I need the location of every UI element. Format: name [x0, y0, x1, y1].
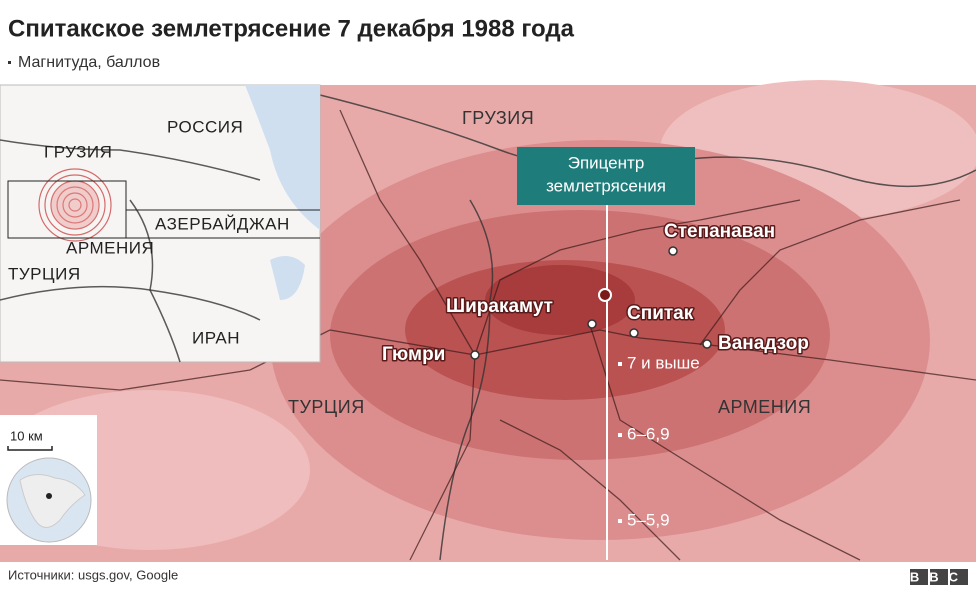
scale-label: 10 км — [10, 428, 43, 443]
inset-label: АЗЕРБАЙДЖАН — [155, 214, 290, 233]
city-dot — [587, 319, 597, 329]
inset-map: РОССИЯ ГРУЗИЯ АЗЕРБАЙДЖАН АРМЕНИЯ ТУРЦИЯ… — [0, 84, 321, 363]
legend-label: 5–5,9 — [627, 510, 670, 529]
city-label: Ванадзор — [718, 333, 809, 354]
city-label: Гюмри — [382, 344, 445, 365]
inset-label: РОССИЯ — [167, 117, 243, 136]
city-label: Спитак — [627, 303, 694, 324]
callout-text: землетрясения — [546, 176, 666, 195]
inset-label: ТУРЦИЯ — [8, 264, 81, 283]
callout-text: Эпицентр — [568, 153, 645, 172]
source: Источники: usgs.gov, Google — [8, 567, 178, 582]
inset-label: АРМЕНИЯ — [66, 238, 154, 257]
logo-text: BBC — [910, 569, 968, 584]
legend-marker — [618, 362, 622, 366]
city-label: Ширакамут — [446, 296, 553, 317]
city-dot — [470, 350, 480, 360]
legend-marker — [618, 519, 622, 523]
legend-label: 7 и выше — [627, 353, 700, 372]
inset-label: ИРАН — [192, 328, 240, 347]
legend-marker — [618, 433, 622, 437]
city-dot — [702, 339, 712, 349]
bullet — [8, 61, 11, 64]
scale-globe: 10 км — [0, 415, 97, 545]
title: Спитакское землетрясение 7 декабря 1988 … — [8, 15, 575, 42]
subtitle: Магнитуда, баллов — [18, 54, 160, 71]
city-dot — [668, 246, 678, 256]
country-label: ТУРЦИЯ — [288, 397, 365, 417]
country-label: АРМЕНИЯ — [718, 397, 811, 417]
epicenter-dot — [598, 288, 612, 302]
city-dot — [629, 328, 639, 338]
inset-label: ГРУЗИЯ — [44, 142, 112, 161]
callout-box — [517, 147, 695, 205]
city-label: Степанаван — [664, 221, 775, 242]
country-label: ГРУЗИЯ — [462, 108, 534, 128]
legend-label: 6–6,9 — [627, 424, 670, 443]
logo — [910, 569, 968, 585]
